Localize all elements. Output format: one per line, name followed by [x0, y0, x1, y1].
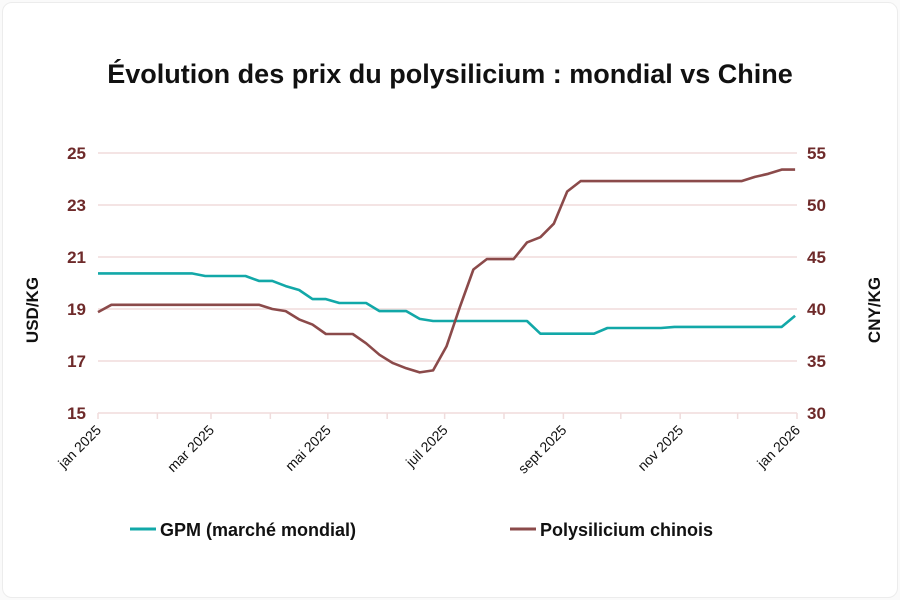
x-axis-ticks: jan 2025 mar 2025 mai 2025 juil 2025 sept 20…	[54, 413, 803, 477]
left-tick-label: 21	[67, 248, 86, 267]
gridlines	[98, 152, 797, 414]
right-tick-label: 40	[807, 300, 826, 319]
x-tick-label: sept 2025	[515, 422, 570, 477]
x-tick-label: mar 2025	[164, 422, 217, 475]
legend-label-gpm: GPM (marché mondial)	[160, 520, 356, 540]
left-tick-label: 17	[67, 352, 86, 371]
right-tick-label: 55	[807, 144, 826, 163]
chart-title: Évolution des prix du polysilicium : mon…	[107, 58, 793, 89]
right-tick-label: 50	[807, 196, 826, 215]
left-tick-label: 25	[67, 144, 86, 163]
right-tick-label: 30	[807, 404, 826, 423]
right-tick-label: 45	[807, 248, 826, 267]
legend-label-china: Polysilicium chinois	[540, 520, 713, 540]
left-tick-label: 19	[67, 300, 86, 319]
left-tick-label: 23	[67, 196, 86, 215]
left-tick-label: 15	[67, 404, 86, 423]
left-axis-ticks: 15 17 19 21 23 25	[67, 144, 86, 423]
x-tick-label: juil 2025	[402, 422, 451, 471]
right-axis-label: CNY/KG	[865, 277, 884, 343]
legend: GPM (marché mondial) Polysilicium chinoi…	[130, 520, 713, 540]
gpm-series-line	[98, 272, 796, 336]
right-axis-ticks: 30 35 40 45 50 55	[807, 144, 826, 423]
right-tick-label: 35	[807, 352, 826, 371]
x-tick-label: jan 2026	[753, 422, 803, 472]
series-lines	[97, 168, 796, 374]
left-axis-label: USD/KG	[23, 277, 42, 343]
x-tick-label: nov 2025	[634, 422, 686, 474]
x-tick-label: mai 2025	[282, 422, 334, 474]
x-tick-label: jan 2025	[54, 422, 104, 472]
china-series-line	[97, 168, 796, 374]
